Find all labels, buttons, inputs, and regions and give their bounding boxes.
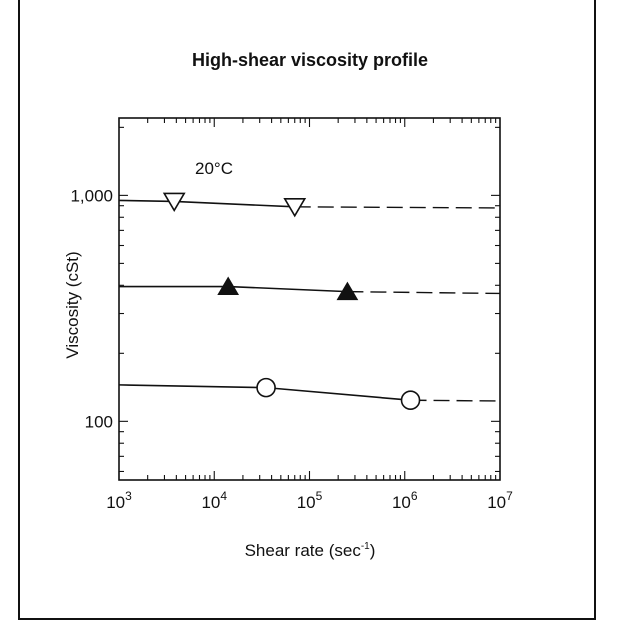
viscosity-chart: High-shear viscosity profile 20°C Viscos…	[63, 50, 513, 560]
y-tick-label: 100	[85, 412, 113, 431]
x-tick-label-base: 10	[201, 493, 220, 512]
x-tick-label: 104	[201, 489, 227, 512]
data-point-circle	[256, 377, 276, 398]
x-tick-label-exp: 7	[506, 489, 513, 503]
x-tick-label-base: 10	[106, 493, 125, 512]
plot-frame	[118, 117, 501, 481]
data-point-triangle-up	[217, 276, 240, 296]
data-point-circle	[400, 390, 421, 411]
temperature-annotation: 20°C	[195, 159, 233, 178]
y-axis-label: Viscosity (cSt)	[63, 251, 82, 358]
series-extrapolation	[410, 399, 501, 402]
data-point-triangle-down	[283, 198, 307, 218]
x-axis-label-main: Shear rate (sec	[245, 541, 362, 560]
x-tick-label-exp: 3	[125, 489, 132, 503]
series-line	[118, 199, 295, 208]
x-tick-label: 107	[487, 489, 513, 512]
x-tick-label: 106	[392, 489, 418, 512]
series-extrapolation	[347, 290, 501, 295]
data-point-triangle-down	[162, 192, 186, 213]
x-tick-label-base: 10	[487, 493, 506, 512]
x-tick-label-exp: 5	[316, 489, 323, 503]
x-tick-label-exp: 6	[411, 489, 418, 503]
x-tick-label: 103	[106, 489, 132, 512]
x-axis-label-close: )	[370, 541, 376, 560]
x-tick-label: 105	[297, 489, 323, 512]
chart-title: High-shear viscosity profile	[192, 50, 428, 70]
x-tick-label-base: 10	[297, 493, 316, 512]
x-tick-label-exp: 4	[220, 489, 227, 503]
y-tick-label: 1,000	[70, 186, 113, 205]
series-extrapolation	[294, 206, 501, 209]
data-point-triangle-up	[336, 281, 359, 301]
x-axis-label: Shear rate (sec-1)	[245, 541, 376, 560]
x-tick-label-base: 10	[392, 493, 411, 512]
x-axis-label-sup: -1	[361, 541, 370, 552]
